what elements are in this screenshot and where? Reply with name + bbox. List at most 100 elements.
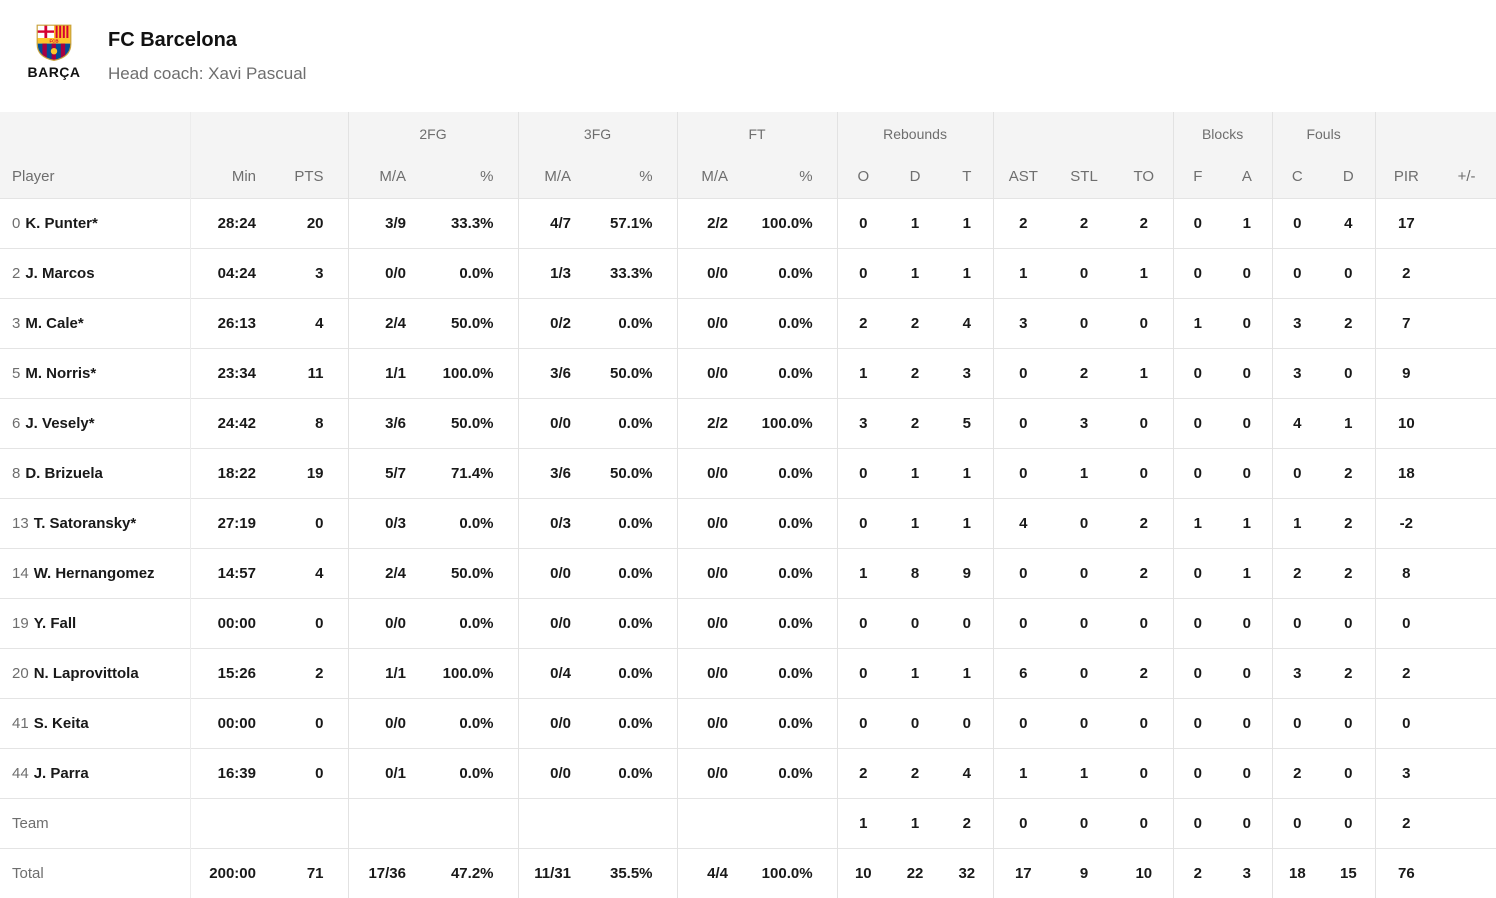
team-header: FCB BARÇA FC Barcelona Head coach: Xavi …: [0, 0, 1496, 112]
player-name[interactable]: J. Parra: [33, 764, 89, 782]
stat-fg3-ma: 1/3: [517, 247, 596, 298]
stat-pm: [1437, 397, 1496, 448]
player-row[interactable]: 14 W. Hernangomez 14:57 4 2/4 50.0% 0/0 0.0% 0/0…: [0, 547, 1496, 598]
column-header-reb-o: O: [836, 156, 890, 198]
stat-stl: 2: [1053, 197, 1116, 248]
stat-foul-c: 1: [1271, 497, 1323, 548]
stat-to: 2: [1115, 197, 1174, 248]
column-header-blk-f: F: [1172, 156, 1223, 198]
player-name[interactable]: T. Satoransky*: [33, 514, 137, 532]
column-header-min: Min: [189, 156, 280, 198]
stat-min: 00:00: [189, 697, 280, 748]
stat-fg3-ma: 3/6: [517, 347, 596, 398]
stat-fg2-pct: 100.0%: [430, 347, 519, 398]
player-name[interactable]: Y. Fall: [33, 614, 77, 632]
stat-blk-a: 3: [1222, 847, 1273, 898]
stat-reb-o: 1: [836, 547, 890, 598]
row-label: Total: [12, 864, 44, 882]
stat-pir: 18: [1374, 447, 1438, 498]
player-row[interactable]: 3 M. Cale* 26:13 4 2/4 50.0% 0/2 0.0% 0/0 0.0% 2 2 4…: [0, 297, 1496, 348]
stat-pm: [1437, 197, 1496, 248]
column-header-reb-t: T: [941, 156, 994, 198]
stat-foul-d: 0: [1322, 347, 1376, 398]
stat-min: 23:34: [189, 347, 280, 398]
stat-ft-pct: 0.0%: [752, 447, 838, 498]
group-header-spacer: [992, 112, 1174, 156]
group-header-rebounds: Rebounds: [836, 112, 994, 156]
stat-blk-a: 1: [1222, 497, 1273, 548]
stat-foul-c: 0: [1271, 447, 1323, 498]
player-row[interactable]: 19 Y. Fall 00:00 0 0/0 0.0% 0/0 0.0% 0/0 0.0% 0 0 0 0…: [0, 597, 1496, 648]
stat-ft-pct: 0.0%: [752, 547, 838, 598]
stat-ast: 6: [992, 647, 1054, 698]
column-header-2fg-pct: %: [430, 156, 519, 198]
player-name[interactable]: M. Cale*: [25, 314, 84, 332]
stat-blk-a: 0: [1222, 597, 1273, 648]
stat-blk-f: 0: [1172, 397, 1223, 448]
stat-ft-pct: 0.0%: [752, 697, 838, 748]
stat-min: 26:13: [189, 297, 280, 348]
player-name[interactable]: M. Norris*: [25, 364, 97, 382]
column-header-blk-a: A: [1222, 156, 1273, 198]
stat-fg2-ma: 0/0: [347, 697, 430, 748]
stat-foul-c: 0: [1271, 697, 1323, 748]
stat-ast: 17: [992, 847, 1054, 898]
stat-min: 18:22: [189, 447, 280, 498]
stat-stl: 1: [1053, 447, 1116, 498]
player-row[interactable]: 20 N. Laprovittola 15:26 2 1/1 100.0% 0/4 0.0% 0…: [0, 647, 1496, 698]
player-name[interactable]: S. Keita: [33, 714, 89, 732]
stat-reb-o: 0: [836, 447, 890, 498]
stat-fg2-ma: 0/0: [347, 597, 430, 648]
player-name[interactable]: W. Hernangomez: [33, 564, 155, 582]
stat-to: 2: [1115, 647, 1174, 698]
row-label: Team: [12, 814, 49, 832]
player-name[interactable]: N. Laprovittola: [33, 664, 139, 682]
player-row[interactable]: 44 J. Parra 16:39 0 0/1 0.0% 0/0 0.0% 0/0 0.0% 2 2 4…: [0, 747, 1496, 798]
stat-reb-d: 2: [889, 297, 942, 348]
player-cell: 0 K. Punter*: [0, 197, 190, 248]
player-row[interactable]: 8 D. Brizuela 18:22 19 5/7 71.4% 3/6 50.0% 0/0 0.…: [0, 447, 1496, 498]
team-row[interactable]: Team 1 1 2 0 0 0 0 0 0 0 2: [0, 797, 1496, 848]
stat-ast: 0: [992, 697, 1054, 748]
stat-fg3-pct: 0.0%: [595, 297, 678, 348]
stat-reb-o: 0: [836, 647, 890, 698]
stat-reb-t: 5: [941, 397, 994, 448]
total-row[interactable]: Total 200:00 71 17/36 47.2% 11/31 35.5% 4/4 100.…: [0, 847, 1496, 898]
player-cell: 14 W. Hernangomez: [0, 547, 190, 598]
stat-fg3-ma: 0/0: [517, 547, 596, 598]
player-number: 20: [12, 664, 29, 682]
player-row[interactable]: 41 S. Keita 00:00 0 0/0 0.0% 0/0 0.0% 0/0 0.0% 0 0 0…: [0, 697, 1496, 748]
stat-foul-c: 0: [1271, 597, 1323, 648]
stat-pts: 0: [280, 697, 348, 748]
stat-fg2-ma: 2/4: [347, 547, 430, 598]
stat-pts: 20: [280, 197, 348, 248]
stat-stl: 0: [1053, 247, 1116, 298]
stat-reb-d: 1: [889, 497, 942, 548]
player-cell: 6 J. Vesely*: [0, 397, 190, 448]
player-row[interactable]: 5 M. Norris* 23:34 11 1/1 100.0% 3/6 50.0% 0/0 0.…: [0, 347, 1496, 398]
stat-fg3-pct: 0.0%: [595, 597, 678, 648]
player-row[interactable]: 6 J. Vesely* 24:42 8 3/6 50.0% 0/0 0.0% 2/2 100.0…: [0, 397, 1496, 448]
stat-reb-o: 2: [836, 747, 890, 798]
player-row[interactable]: 0 K. Punter* 28:24 20 3/9 33.3% 4/7 57.1% 2/2 100…: [0, 197, 1496, 248]
player-row[interactable]: 13 T. Satoransky* 27:19 0 0/3 0.0% 0/3 0.0% 0/0 0…: [0, 497, 1496, 548]
stat-min: 200:00: [189, 847, 280, 898]
stat-blk-a: 1: [1222, 547, 1273, 598]
stat-fg2-ma: 0/3: [347, 497, 430, 548]
player-name[interactable]: J. Marcos: [25, 264, 95, 282]
stat-fg2-ma: 1/1: [347, 347, 430, 398]
group-header-fouls: Fouls: [1271, 112, 1376, 156]
stat-ft-ma: 2/2: [676, 197, 753, 248]
stat-pts: 19: [280, 447, 348, 498]
stat-blk-a: 0: [1222, 697, 1273, 748]
player-cell: 13 T. Satoransky*: [0, 497, 190, 548]
player-number: 44: [12, 764, 29, 782]
player-name[interactable]: D. Brizuela: [25, 464, 103, 482]
stat-fg2-ma: [347, 797, 430, 848]
player-name[interactable]: K. Punter*: [25, 214, 98, 232]
stat-pir: 2: [1374, 647, 1438, 698]
player-row[interactable]: 2 J. Marcos 04:24 3 0/0 0.0% 1/3 33.3% 0/0 0.0% 0 1…: [0, 247, 1496, 298]
group-header-3fg: 3FG: [517, 112, 678, 156]
player-name[interactable]: J. Vesely*: [25, 414, 95, 432]
stat-pir: 76: [1374, 847, 1438, 898]
